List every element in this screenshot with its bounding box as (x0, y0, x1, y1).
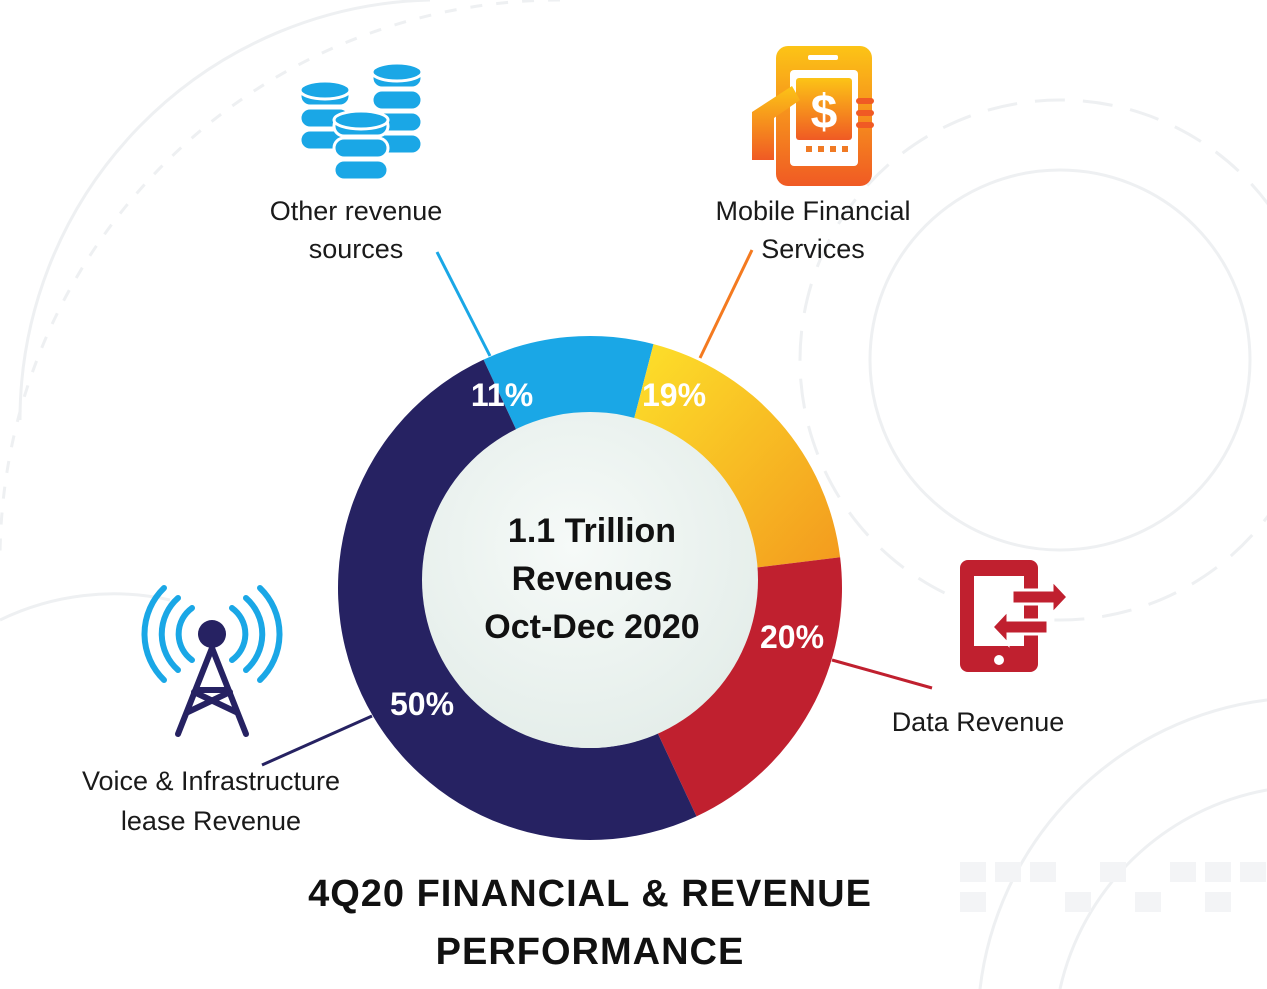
label-line: lease Revenue (121, 806, 301, 836)
label-line: Other revenue (270, 196, 443, 226)
label-data-revenue: Data Revenue (892, 707, 1065, 737)
label-line: Data Revenue (892, 707, 1065, 737)
leader-line-mfs (698, 249, 754, 359)
label-line: Mobile Financial (715, 196, 910, 226)
label-line: sources (309, 234, 404, 264)
footer-title-line-1: 4Q20 FINANCIAL & REVENUE (308, 873, 872, 915)
slice-value-label: 11% (471, 377, 533, 413)
slice-value-label: 19% (642, 377, 706, 413)
leader-line-voice (261, 714, 373, 767)
slice-voice-infrastructure (338, 359, 697, 841)
leader-line-other (435, 251, 492, 357)
slice-value-label: 50% (390, 686, 454, 722)
label-line: Services (761, 234, 865, 264)
label-other-revenue: Other revenue sources (270, 196, 443, 264)
center-line-2: Revenues (512, 560, 673, 598)
slice-data-revenue (657, 557, 843, 817)
background-grid-blocks (960, 862, 1266, 912)
donut-center (422, 412, 758, 748)
slice-mobile-financial (630, 344, 841, 569)
database-coins-icon (298, 61, 424, 182)
footer-title-line-2: PERFORMANCE (436, 931, 745, 973)
signal-tower-icon (141, 585, 283, 737)
svg-text:$: $ (811, 86, 838, 139)
slice-value-label: 20% (760, 619, 824, 655)
label-line: Voice & Infrastructure (82, 766, 340, 796)
donut-slices (338, 336, 843, 841)
center-line-1: 1.1 Trillion (508, 512, 676, 550)
label-mobile-financial: Mobile Financial Services (715, 196, 910, 264)
tablet-transfer-icon (960, 560, 1071, 672)
leader-line-data (831, 658, 933, 690)
center-line-3: Oct-Dec 2020 (484, 608, 699, 646)
label-voice-infrastructure: Voice & Infrastructure lease Revenue (82, 766, 340, 836)
mobile-payment-dollar-icon: $ (752, 46, 874, 186)
